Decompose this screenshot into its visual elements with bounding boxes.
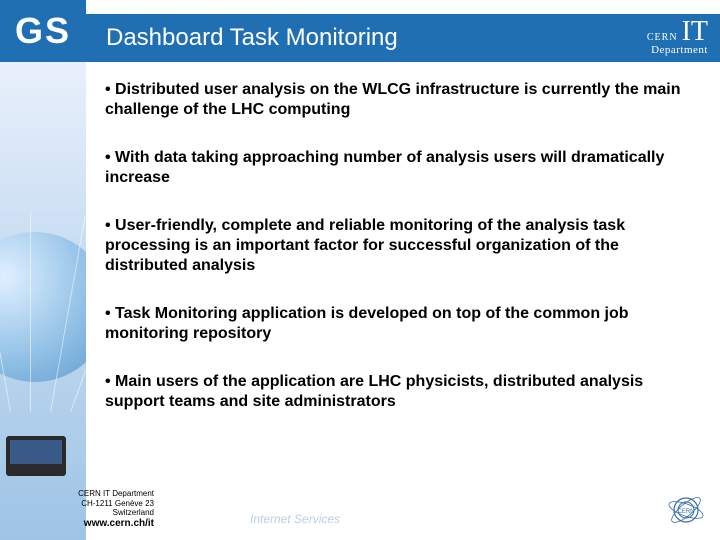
bullet-item: Distributed user analysis on the WLCG in… bbox=[105, 80, 690, 120]
slide-title: Dashboard Task Monitoring bbox=[86, 24, 398, 52]
footer-line: CERN IT Department bbox=[4, 489, 154, 499]
svg-text:CERN: CERN bbox=[677, 509, 694, 515]
cern-it-dept: Department bbox=[647, 44, 708, 56]
laptop-graphic bbox=[6, 436, 66, 476]
cern-it-logo: CERN IT Department bbox=[647, 16, 708, 56]
footer-url: www.cern.ch/it bbox=[4, 518, 154, 530]
footer-line: CH-1211 Genève 23 bbox=[4, 499, 154, 509]
gs-logo-block: GS bbox=[0, 0, 86, 62]
bullet-item: Task Monitoring application is developed… bbox=[105, 304, 690, 344]
watermark-text: Internet Services bbox=[250, 512, 340, 526]
left-decorative-column bbox=[0, 62, 86, 540]
cern-logo-icon: CERN bbox=[666, 490, 706, 530]
glow-lines-graphic bbox=[0, 212, 86, 412]
gs-logo-text: GS bbox=[15, 10, 71, 52]
bullet-item: User-friendly, complete and reliable mon… bbox=[105, 216, 690, 276]
bullet-item: With data taking approaching number of a… bbox=[105, 148, 690, 188]
content-area: Distributed user analysis on the WLCG in… bbox=[105, 80, 690, 440]
footer-line: Switzerland bbox=[4, 508, 154, 518]
slide: GS Dashboard Task Monitoring CERN IT Dep… bbox=[0, 0, 720, 540]
header-bar: Dashboard Task Monitoring CERN IT Depart… bbox=[86, 14, 720, 62]
cern-it-small: CERN bbox=[647, 32, 678, 43]
bullet-item: Main users of the application are LHC ph… bbox=[105, 372, 690, 412]
cern-it-big: IT bbox=[682, 16, 708, 47]
footer-address: CERN IT Department CH-1211 Genève 23 Swi… bbox=[4, 489, 154, 530]
